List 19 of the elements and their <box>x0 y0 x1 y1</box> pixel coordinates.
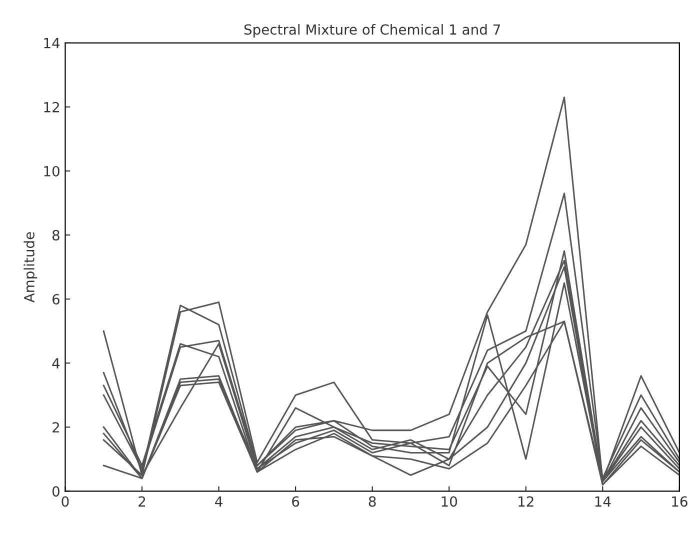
y-tick-label: 12 <box>44 102 59 112</box>
y-tick-label: 14 <box>44 38 60 48</box>
x-tick-label: 4 <box>215 496 222 507</box>
y-tick-label: 10 <box>44 166 60 176</box>
x-tick-label: 0 <box>62 496 69 507</box>
x-tick-label: 6 <box>292 496 300 507</box>
y-tick-label: 6 <box>52 294 60 305</box>
y-tick-label: 0 <box>52 486 60 497</box>
y-axis-title: Amplitude <box>24 232 38 303</box>
y-tick-label: 8 <box>52 230 60 240</box>
x-tick-label: 8 <box>368 496 376 507</box>
x-tick-label: 10 <box>442 496 458 507</box>
x-tick-label: 2 <box>138 496 146 507</box>
x-tick-label: 16 <box>672 496 688 507</box>
y-tick-label: 4 <box>52 358 60 368</box>
x-tick-label: 14 <box>595 496 611 507</box>
chart-title: Spectral Mixture of Chemical 1 and 7 <box>244 24 500 38</box>
y-tick-label: 2 <box>52 422 59 432</box>
x-tick-label: 12 <box>518 496 534 507</box>
